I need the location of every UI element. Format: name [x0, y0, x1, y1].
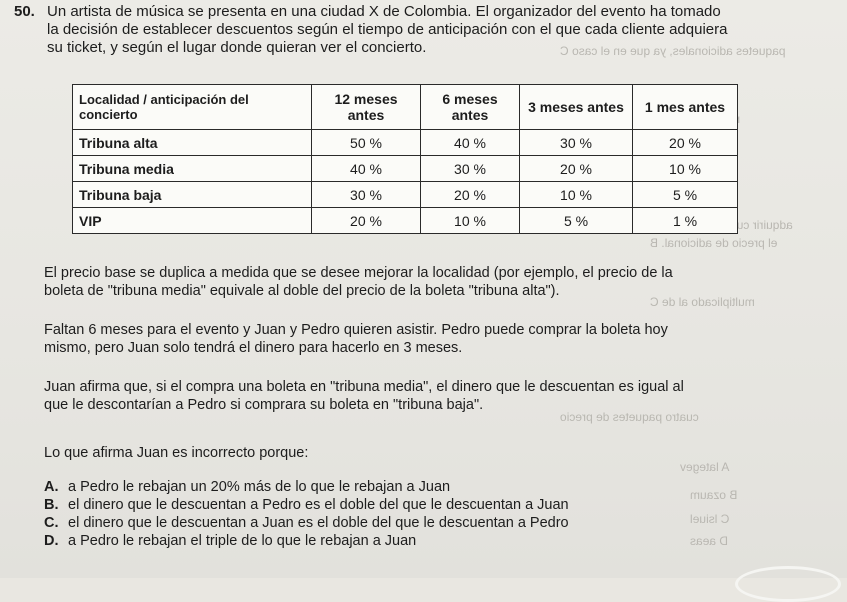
discount-table: Localidad / anticipación del concierto 1…: [72, 84, 738, 234]
bleed-through-text: C lsiuel: [690, 512, 730, 526]
option-text: el dinero que le descuentan a Juan es el…: [68, 515, 569, 531]
bleed-through-text: D aeas: [690, 534, 729, 548]
option-letter: C.: [44, 515, 59, 531]
paragraph-line: que le descontarían a Pedro si comprara …: [44, 397, 484, 413]
stem-line: Un artista de música se presenta en una …: [47, 3, 721, 20]
option-letter: B.: [44, 497, 59, 513]
table-row: Tribuna baja 30 % 20 % 10 % 5 %: [72, 181, 738, 208]
table-cell: 20 %: [632, 129, 738, 156]
table-row: Tribuna alta 50 % 40 % 30 % 20 %: [72, 129, 738, 156]
table-header: 1 mes antes: [632, 84, 738, 130]
table-cell: 10 %: [632, 155, 738, 182]
context-paragraph: Juan afirma que, si el compra una boleta…: [44, 378, 834, 414]
option-text: a Pedro le rebajan el triple de lo que l…: [68, 533, 417, 549]
stem-line: la decisión de establecer descuentos seg…: [47, 21, 728, 38]
row-label: Tribuna media: [72, 155, 312, 182]
table-cell: 5 %: [519, 207, 633, 234]
bleed-through-text: el precio de adicional. B: [650, 236, 778, 250]
paragraph-line: El precio base se duplica a medida que s…: [44, 265, 673, 281]
answer-option-c[interactable]: C. el dinero que le descuentan a Juan es …: [44, 515, 569, 531]
question-stem: Un artista de música se presenta en una …: [47, 3, 837, 57]
context-paragraph: Faltan 6 meses para el evento y Juan y P…: [44, 321, 834, 357]
table-cell: 10 %: [519, 181, 633, 208]
table-cell: 30 %: [420, 155, 520, 182]
table-header: 12 meses antes: [311, 84, 421, 130]
table-cell: 30 %: [519, 129, 633, 156]
paragraph-line: boleta de "tribuna media" equivale al do…: [44, 283, 560, 299]
table-cell: 20 %: [420, 181, 520, 208]
table-header: 6 meses antes: [420, 84, 520, 130]
context-paragraph: El precio base se duplica a medida que s…: [44, 264, 834, 300]
option-text: a Pedro le rebajan un 20% más de lo que …: [68, 479, 451, 495]
table-cell: 10 %: [420, 207, 520, 234]
table-cell: 30 %: [311, 181, 421, 208]
paragraph-line: Faltan 6 meses para el evento y Juan y P…: [44, 322, 668, 338]
option-letter: D.: [44, 533, 59, 549]
row-label: Tribuna baja: [72, 181, 312, 208]
bleed-through-text: A lategev: [680, 460, 730, 474]
table-cell: 50 %: [311, 129, 421, 156]
table-cell: 5 %: [632, 181, 738, 208]
answer-option-d[interactable]: D. a Pedro le rebajan el triple de lo que…: [44, 533, 416, 549]
table-header: 3 meses antes: [519, 84, 633, 130]
row-label: VIP: [72, 207, 312, 234]
table-row: VIP 20 % 10 % 5 % 1 %: [72, 207, 738, 234]
row-label: Tribuna alta: [72, 129, 312, 156]
table-header-row: Localidad / anticipación del concierto 1…: [72, 84, 738, 130]
stem-line: su ticket, y según el lugar donde quiera…: [47, 39, 427, 56]
question-number: 50.: [14, 3, 35, 20]
decorative-ring: [735, 566, 841, 602]
option-text: el dinero que le descuentan a Pedro es e…: [68, 497, 569, 513]
answer-option-b[interactable]: B. el dinero que le descuentan a Pedro es…: [44, 497, 569, 513]
bleed-through-text: B ozaum: [690, 488, 738, 502]
table-cell: 20 %: [519, 155, 633, 182]
table-row: Tribuna media 40 % 30 % 20 % 10 %: [72, 155, 738, 182]
paragraph-line: mismo, pero Juan solo tendrá el dinero p…: [44, 340, 463, 356]
question-prompt: Lo que afirma Juan es incorrecto porque:: [44, 444, 834, 462]
table-cell: 20 %: [311, 207, 421, 234]
paragraph-line: Lo que afirma Juan es incorrecto porque:: [44, 445, 309, 461]
table-cell: 40 %: [311, 155, 421, 182]
paragraph-line: Juan afirma que, si el compra una boleta…: [44, 379, 684, 395]
answer-option-a[interactable]: A. a Pedro le rebajan un 20% más de lo qu…: [44, 479, 450, 495]
table-cell: 1 %: [632, 207, 738, 234]
table-cell: 40 %: [420, 129, 520, 156]
table-header: Localidad / anticipación del concierto: [72, 84, 312, 130]
option-letter: A.: [44, 479, 59, 495]
